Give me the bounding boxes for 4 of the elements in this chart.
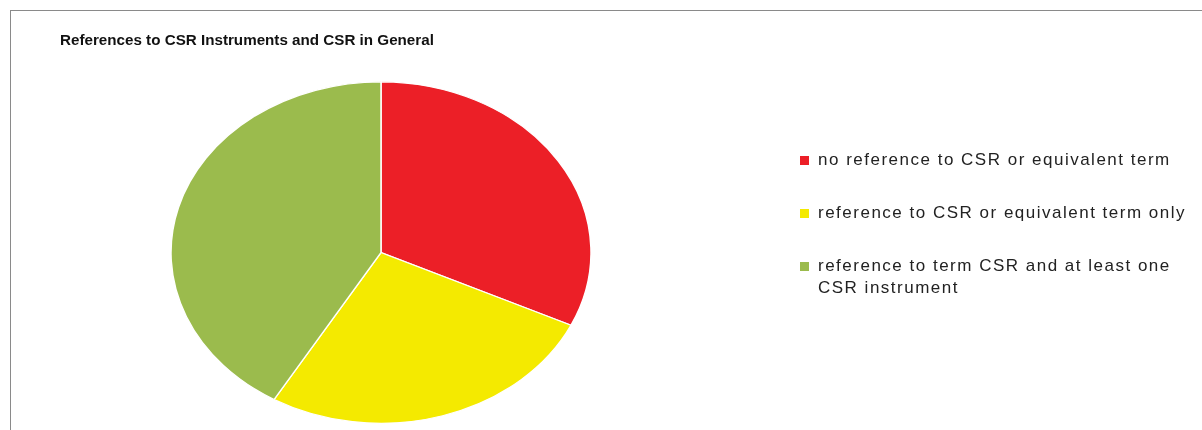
legend-label: reference to term CSR and at least one CSR instrument — [818, 255, 1172, 299]
chart-title: References to CSR Instruments and CSR in General — [60, 31, 434, 48]
legend-label: no reference to CSR or equivalent term — [818, 149, 1172, 171]
legend-label: reference to CSR or equivalent term only — [818, 202, 1188, 224]
